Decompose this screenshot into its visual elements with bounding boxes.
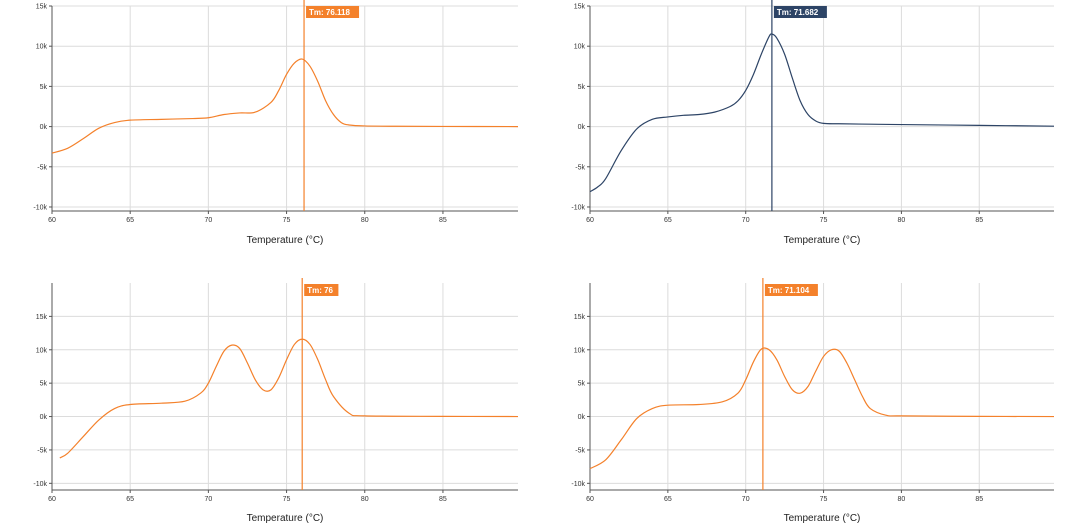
y-tick-label: 15k (36, 4, 48, 11)
x-tick-label: 75 (283, 217, 291, 224)
y-tick-label: 0k (40, 124, 48, 131)
x-tick-label: 60 (48, 217, 56, 224)
melt-curve (589, 347, 1055, 470)
y-tick-label: -5k (575, 164, 585, 171)
y-tick-label: 15k (36, 314, 48, 321)
x-tick-label: 80 (898, 217, 906, 224)
x-tick-label: 85 (439, 496, 447, 503)
x-tick-label: 70 (742, 496, 750, 503)
x-tick-label: 80 (898, 496, 906, 503)
y-tick-label: 0k (578, 414, 586, 421)
x-tick-label: 85 (975, 496, 983, 503)
melt-curve (59, 338, 519, 459)
tm-label-box (306, 6, 360, 18)
y-tick-label: -10k (33, 481, 47, 488)
chart-panel-4: 15k 10k 5k 0k -5k -10k 60 65 70 75 80 85 Tm: 71.104 T… (571, 278, 1055, 524)
x-axis-label: Temperature (°C) (247, 235, 324, 246)
chart-panel-3: 15k 10k 5k 0k -5k -10k 60 65 70 75 80 85 Tm: 76 Tempe… (33, 278, 519, 524)
x-tick-label: 70 (204, 496, 212, 503)
y-tick-label: 10k (574, 347, 586, 354)
x-tick-label: 80 (361, 496, 369, 503)
tm-label: Tm: 71.104 (768, 286, 810, 295)
x-tick-label: 75 (820, 496, 828, 503)
tm-label: Tm: 71.682 (777, 8, 819, 17)
x-tick-label: 70 (742, 217, 750, 224)
x-tick-label: 65 (664, 496, 672, 503)
tm-label: Tm: 76.118 (309, 8, 350, 17)
y-tick-label: 15k (574, 4, 586, 11)
y-tick-label: 0k (40, 414, 48, 421)
melt-curve (51, 58, 519, 154)
tm-label: Tm: 76 (307, 286, 333, 295)
y-tick-label: -10k (571, 481, 585, 488)
x-tick-label: 75 (283, 496, 291, 503)
x-tick-label: 65 (664, 217, 672, 224)
y-tick-label: -5k (575, 447, 585, 454)
x-tick-label: 85 (975, 217, 983, 224)
x-tick-label: 60 (586, 217, 594, 224)
y-tick-label: 15k (574, 314, 586, 321)
tm-label-box (773, 6, 827, 18)
y-tick-label: -10k (33, 204, 47, 211)
x-tick-label: 70 (204, 217, 212, 224)
x-axis-label: Temperature (°C) (784, 235, 861, 246)
y-tick-label: 10k (36, 44, 48, 51)
y-tick-label: 10k (574, 44, 586, 51)
x-axis-label: Temperature (°C) (247, 513, 324, 524)
x-tick-label: 65 (126, 496, 134, 503)
y-tick-label: -10k (571, 204, 585, 211)
y-tick-label: 10k (36, 347, 48, 354)
x-tick-label: 85 (439, 217, 447, 224)
tm-label-box (304, 284, 339, 296)
x-tick-label: 60 (586, 496, 594, 503)
y-tick-label: -5k (37, 447, 47, 454)
x-tick-label: 75 (820, 217, 828, 224)
y-tick-label: 5k (40, 381, 48, 388)
y-tick-label: 0k (578, 124, 586, 131)
x-tick-label: 65 (126, 217, 134, 224)
y-tick-label: 5k (578, 84, 586, 91)
tm-label-box (764, 284, 818, 296)
y-tick-label: 5k (40, 84, 48, 91)
x-tick-label: 60 (48, 496, 56, 503)
y-tick-label: 5k (578, 381, 586, 388)
y-tick-label: -5k (37, 164, 47, 171)
melt-curve (589, 33, 1055, 193)
x-tick-label: 80 (361, 217, 369, 224)
x-axis-label: Temperature (°C) (784, 513, 861, 524)
